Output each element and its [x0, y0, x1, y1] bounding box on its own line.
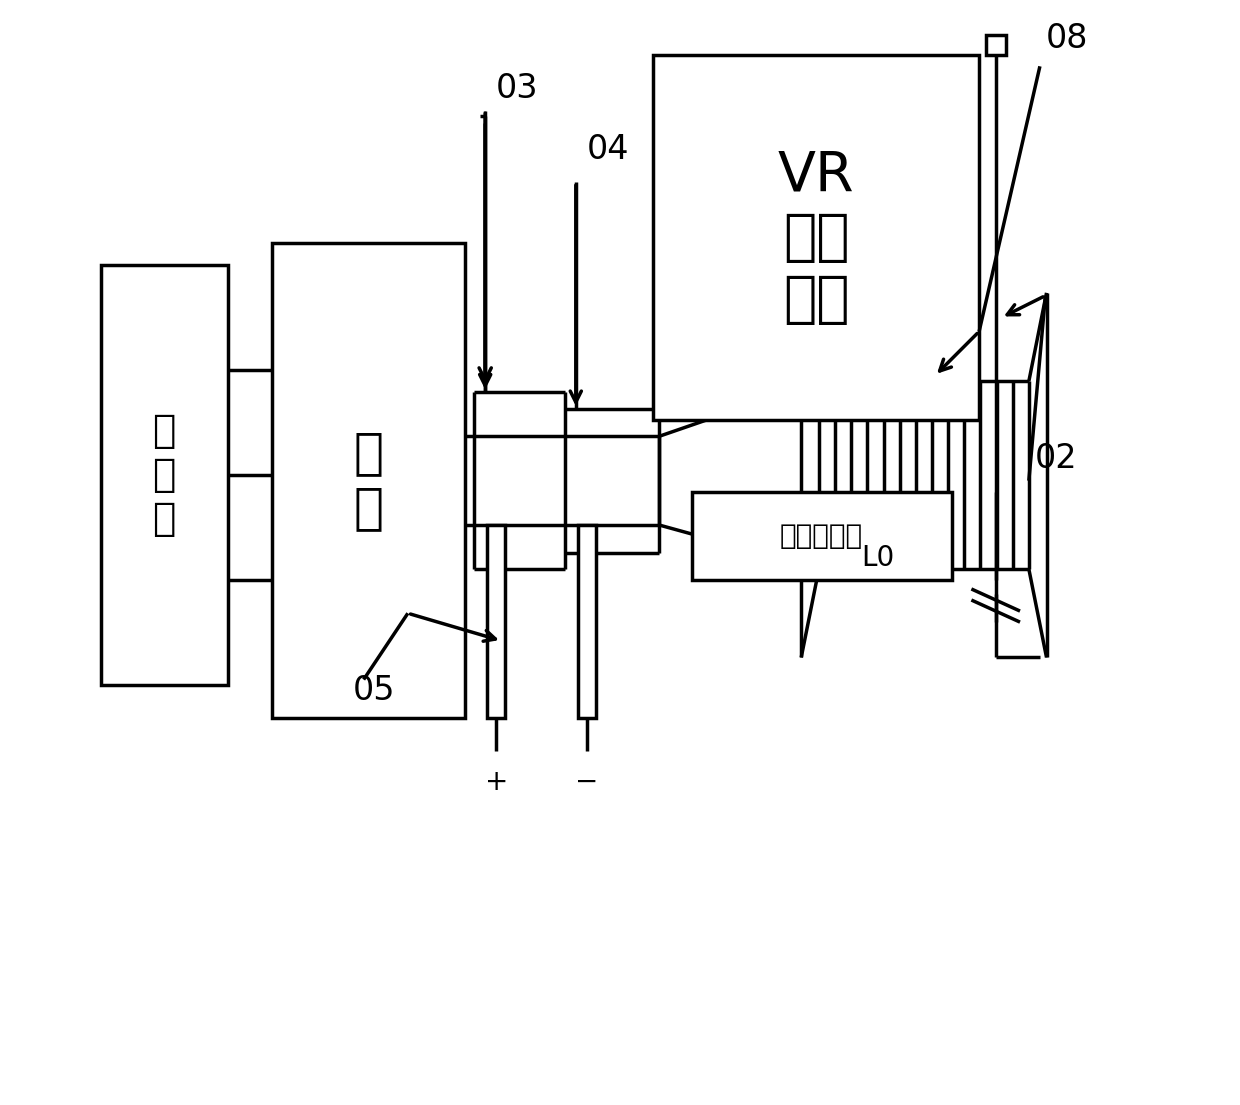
Text: 04: 04: [587, 133, 630, 166]
Bar: [986, 35, 1006, 55]
Text: 03: 03: [496, 72, 538, 105]
Bar: [578, 525, 595, 718]
Text: L0: L0: [861, 544, 894, 572]
Bar: [692, 492, 951, 580]
Text: 02: 02: [1034, 442, 1078, 475]
Bar: [272, 243, 465, 718]
Text: 电
机: 电 机: [353, 429, 383, 533]
Bar: [487, 525, 505, 718]
Bar: [653, 55, 980, 420]
Bar: [100, 265, 228, 685]
Text: −: −: [575, 768, 599, 796]
Text: VR
设备
电源: VR 设备 电源: [777, 148, 854, 327]
Text: 05: 05: [352, 674, 396, 707]
Text: +: +: [485, 768, 508, 796]
Text: 电源适配器: 电源适配器: [780, 522, 863, 550]
Text: 08: 08: [1045, 22, 1087, 55]
Text: 控
制
板: 控 制 板: [153, 412, 176, 538]
